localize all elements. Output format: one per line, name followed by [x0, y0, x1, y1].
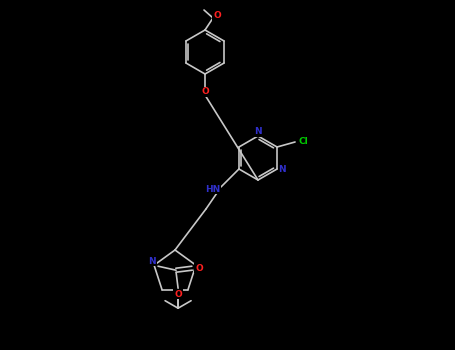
Text: N: N: [278, 164, 286, 174]
Text: O: O: [201, 88, 209, 97]
Text: O: O: [174, 290, 182, 299]
Text: O: O: [195, 264, 203, 273]
Text: N: N: [148, 257, 156, 266]
Text: O: O: [213, 12, 221, 21]
Text: Cl: Cl: [298, 138, 308, 147]
Text: N: N: [254, 127, 262, 136]
Text: HN: HN: [205, 184, 221, 194]
